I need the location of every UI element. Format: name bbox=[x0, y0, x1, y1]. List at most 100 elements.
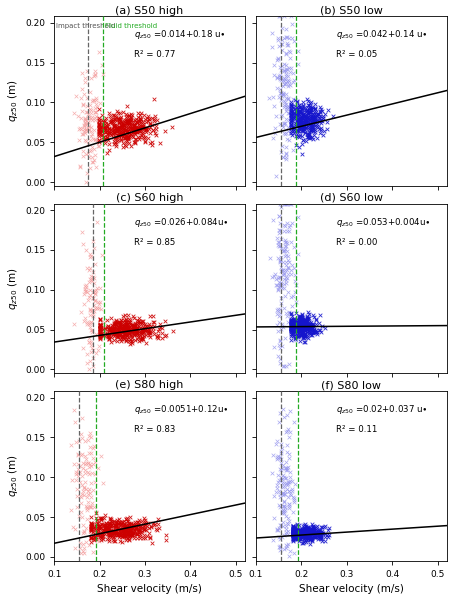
Point bbox=[130, 125, 138, 135]
Point bbox=[128, 125, 135, 134]
Point bbox=[292, 335, 300, 345]
Point bbox=[306, 317, 313, 327]
Point bbox=[285, 462, 292, 472]
Point bbox=[124, 127, 131, 136]
Point bbox=[288, 335, 295, 344]
Point bbox=[295, 526, 302, 536]
Point bbox=[316, 107, 323, 116]
Point bbox=[288, 117, 295, 127]
Point bbox=[281, 473, 288, 482]
Point bbox=[285, 108, 292, 118]
Point bbox=[302, 317, 309, 327]
Point bbox=[284, 518, 291, 528]
Point bbox=[276, 73, 284, 82]
Point bbox=[139, 326, 146, 335]
Point bbox=[138, 108, 145, 118]
Point bbox=[83, 523, 90, 533]
Point bbox=[118, 121, 125, 130]
Point bbox=[154, 331, 162, 340]
Point bbox=[284, 479, 291, 488]
Point bbox=[115, 515, 123, 524]
Point bbox=[88, 152, 95, 162]
Point bbox=[300, 100, 307, 109]
Point bbox=[275, 475, 282, 484]
Point bbox=[307, 534, 315, 544]
Point bbox=[276, 74, 283, 83]
Point bbox=[99, 69, 106, 79]
Point bbox=[92, 513, 99, 523]
Point bbox=[87, 275, 94, 285]
Point bbox=[290, 325, 297, 335]
Point bbox=[102, 123, 109, 133]
Point bbox=[95, 299, 103, 309]
Point bbox=[99, 529, 106, 538]
Point bbox=[323, 117, 330, 127]
Point bbox=[136, 528, 143, 538]
Point bbox=[288, 120, 296, 130]
Point bbox=[300, 316, 307, 325]
Point bbox=[302, 318, 310, 328]
Point bbox=[285, 79, 292, 88]
Point bbox=[92, 348, 99, 358]
Point bbox=[284, 527, 291, 536]
Point bbox=[300, 325, 307, 334]
Point bbox=[80, 527, 88, 536]
Point bbox=[303, 532, 310, 541]
Point bbox=[301, 325, 309, 335]
Point bbox=[300, 126, 307, 136]
Point bbox=[313, 111, 320, 121]
Point bbox=[122, 315, 129, 325]
Point bbox=[95, 119, 102, 129]
Point bbox=[141, 115, 148, 124]
Point bbox=[313, 529, 320, 539]
Point bbox=[316, 531, 324, 541]
Point bbox=[130, 326, 138, 335]
Point bbox=[299, 530, 306, 539]
Point bbox=[89, 274, 96, 284]
Point bbox=[287, 64, 295, 73]
Point bbox=[289, 317, 296, 326]
Point bbox=[121, 329, 128, 339]
Point bbox=[132, 137, 139, 147]
Y-axis label: $q_{z50}$ (m): $q_{z50}$ (m) bbox=[5, 80, 20, 122]
Text: $q_{z50}$ =0.0051+0.12u$\bullet$: $q_{z50}$ =0.0051+0.12u$\bullet$ bbox=[134, 403, 229, 416]
Point bbox=[150, 520, 157, 530]
Point bbox=[79, 539, 87, 549]
Point bbox=[109, 521, 117, 531]
Point bbox=[306, 107, 313, 117]
Point bbox=[295, 322, 302, 331]
Point bbox=[306, 534, 314, 544]
Point bbox=[95, 136, 102, 145]
Point bbox=[134, 526, 142, 535]
Point bbox=[302, 318, 310, 328]
Point bbox=[306, 106, 313, 115]
Point bbox=[296, 100, 303, 110]
Point bbox=[114, 125, 121, 135]
Point bbox=[276, 256, 283, 265]
Point bbox=[303, 530, 311, 540]
Point bbox=[295, 325, 302, 334]
Point bbox=[285, 223, 292, 232]
Point bbox=[300, 334, 307, 343]
Point bbox=[292, 318, 299, 328]
Point bbox=[132, 523, 139, 533]
Point bbox=[129, 126, 137, 136]
Point bbox=[295, 124, 302, 134]
Point bbox=[305, 527, 312, 536]
Point bbox=[290, 529, 297, 539]
Point bbox=[106, 518, 113, 528]
Point bbox=[284, 199, 291, 209]
Point bbox=[304, 113, 311, 123]
Point bbox=[121, 323, 128, 333]
Point bbox=[119, 107, 126, 117]
Point bbox=[119, 131, 127, 141]
Point bbox=[288, 322, 295, 331]
Point bbox=[95, 530, 102, 539]
Point bbox=[88, 533, 95, 543]
Point bbox=[291, 523, 298, 532]
Point bbox=[126, 530, 133, 539]
Point bbox=[91, 307, 98, 316]
Point bbox=[111, 520, 118, 530]
Point bbox=[118, 530, 125, 540]
Point bbox=[304, 323, 311, 332]
